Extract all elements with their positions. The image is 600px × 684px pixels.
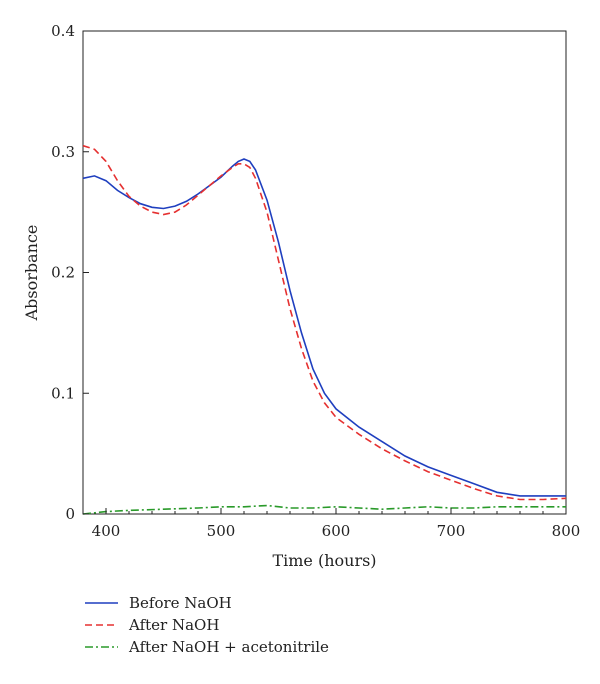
legend-label-3: After NaOH + acetonitrile — [128, 638, 329, 656]
x-axis-title: Time (hours) — [272, 551, 376, 570]
plot-frame — [82, 30, 567, 515]
series-layer — [82, 144, 567, 515]
x-tick-label-400: 400 — [92, 522, 121, 540]
y-tick-label-0.3: 0.3 — [51, 143, 75, 161]
x-tick-label-700: 700 — [437, 522, 466, 540]
x-tick-label-800: 800 — [552, 522, 581, 540]
y-axis-title: Absorbance — [22, 225, 41, 322]
series-line-3 — [82, 504, 566, 515]
legend-label-1: Before NaOH — [129, 594, 232, 612]
series-line-2 — [82, 144, 567, 501]
x-tick-label-600: 600 — [322, 522, 351, 540]
y-axis-ticks: 0 0.1 0.2 0.3 0.4 — [51, 22, 89, 523]
x-axis-ticks: 400 500 600 700 800 — [82, 508, 581, 540]
legend: Before NaOH After NaOH After NaOH + aceton… — [85, 594, 329, 656]
y-tick-label-0.4: 0.4 — [51, 22, 75, 40]
y-tick-label-0.2: 0.2 — [51, 264, 75, 282]
x-tick-label-500: 500 — [207, 522, 236, 540]
legend-label-2: After NaOH — [128, 616, 219, 634]
series-line-1 — [82, 158, 566, 497]
y-tick-label-0.1: 0.1 — [51, 384, 75, 402]
y-tick-label-0: 0 — [65, 505, 75, 523]
plot-area: 400 500 600 700 800 0 0.1 0.2 0.3 0.4 — [51, 22, 580, 540]
